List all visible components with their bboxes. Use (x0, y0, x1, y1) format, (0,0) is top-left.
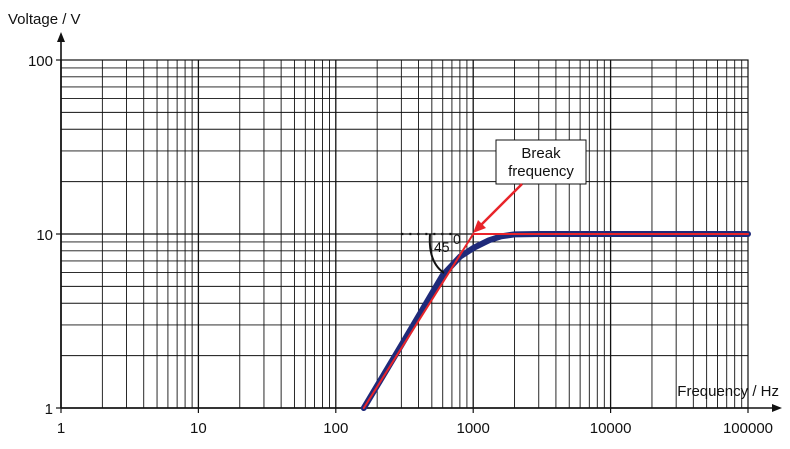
annotations: Break frequency 45 0 (428, 139, 587, 274)
angle-superscript: 0 (453, 231, 461, 247)
y-axis-title: Voltage / V (8, 11, 81, 28)
x-tick-label: 100 (323, 420, 348, 437)
angle-arc (428, 233, 445, 274)
break-frequency-box (495, 139, 587, 185)
y-axis-arrowhead (57, 32, 65, 42)
y-tick-label: 1 (45, 401, 53, 418)
x-axis-arrowhead (772, 404, 782, 412)
x-tick-label: 100000 (723, 420, 773, 437)
break-frequency-arrowhead (473, 220, 486, 233)
series-group (360, 231, 751, 411)
y-tick-label: 100 (28, 53, 53, 70)
x-tick-label: 10000 (590, 420, 632, 437)
break-frequency-arrow-line (478, 183, 523, 228)
x-tick-label: 10 (190, 420, 207, 437)
axes: 1 10 100 1000 10000 100000 1 10 100 (28, 32, 782, 437)
x-tick-label: 1000 (457, 420, 490, 437)
break-frequency-line-2: frequency (508, 163, 574, 180)
x-tick-label: 1 (57, 420, 65, 437)
series-asymptote-line (362, 233, 749, 409)
y-tick-label: 10 (36, 227, 53, 244)
angle-label: 45 (434, 239, 450, 255)
break-frequency-line-1: Break (521, 145, 561, 162)
x-axis-title: Frequency / Hz (677, 383, 779, 400)
